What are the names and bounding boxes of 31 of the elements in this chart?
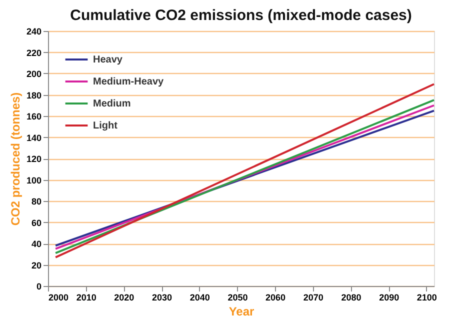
y-tick-label: 160 [26,112,42,122]
x-tick-label: 2100 [416,292,437,302]
y-tick-label: 240 [26,26,42,36]
y-tick-label: 20 [31,260,42,270]
x-axis-title: Year [228,304,255,318]
y-axis-title: CO2 produced (tonnes) [8,92,22,226]
x-tick-label: 2000 [48,292,69,302]
x-tick-label: 2050 [228,292,248,302]
x-tick-label: 2060 [266,292,286,302]
y-tick-label: 220 [26,48,42,58]
y-tick-label: 140 [26,132,42,143]
legend-label: Heavy [93,54,123,66]
x-tick-label: 2030 [152,292,172,302]
x-tick-label: 2090 [379,292,400,302]
y-tick-label: 180 [26,90,42,100]
legend-label: Medium [93,98,131,110]
y-tick-label: 200 [26,69,42,79]
x-tick-label: 2070 [303,292,324,302]
x-tick-label: 2020 [114,292,134,302]
x-tick-label: 2040 [190,292,210,302]
y-tick-label: 40 [31,239,42,249]
x-tick-label: 2010 [76,292,96,302]
y-tick-label: 120 [26,154,42,164]
y-tick-label: 0 [36,282,42,292]
legend-label: Medium-Heavy [93,76,164,88]
legend-label: Light [93,120,118,132]
y-tick-label: 80 [31,196,42,206]
y-tick-label: 100 [26,175,42,186]
x-tick-label: 2080 [341,292,362,302]
chart-title: Cumulative CO2 emissions (mixed-mode cases) [70,7,412,24]
y-tick-label: 60 [31,218,42,228]
